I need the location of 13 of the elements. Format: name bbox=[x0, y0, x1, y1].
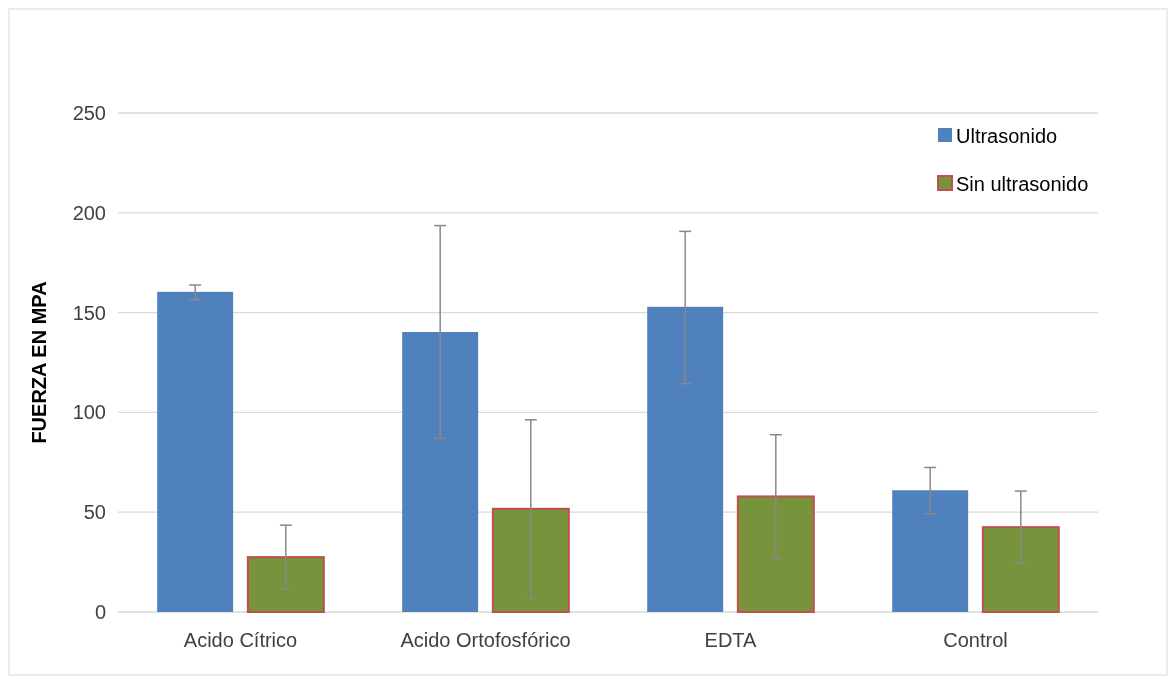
y-tick-label: 50 bbox=[83, 501, 106, 524]
y-axis-title: FUERZA EN MPA bbox=[28, 281, 50, 444]
x-tick-label: EDTA bbox=[704, 629, 758, 651]
x-tick-label: Acido Cítrico bbox=[183, 629, 298, 651]
y-tick-label: 200 bbox=[72, 201, 106, 224]
legend-label: Sin ultrasonido bbox=[956, 173, 1089, 195]
x-tick-label: Control bbox=[943, 629, 1008, 651]
y-tick-label: 150 bbox=[72, 301, 106, 324]
y-tick-label: 0 bbox=[94, 601, 106, 623]
y-tick-label: 250 bbox=[72, 102, 106, 124]
y-tick-label: 100 bbox=[72, 401, 106, 424]
x-tick-label: Acido Ortofosfórico bbox=[400, 629, 571, 651]
legend-label: Ultrasonido bbox=[956, 125, 1058, 147]
